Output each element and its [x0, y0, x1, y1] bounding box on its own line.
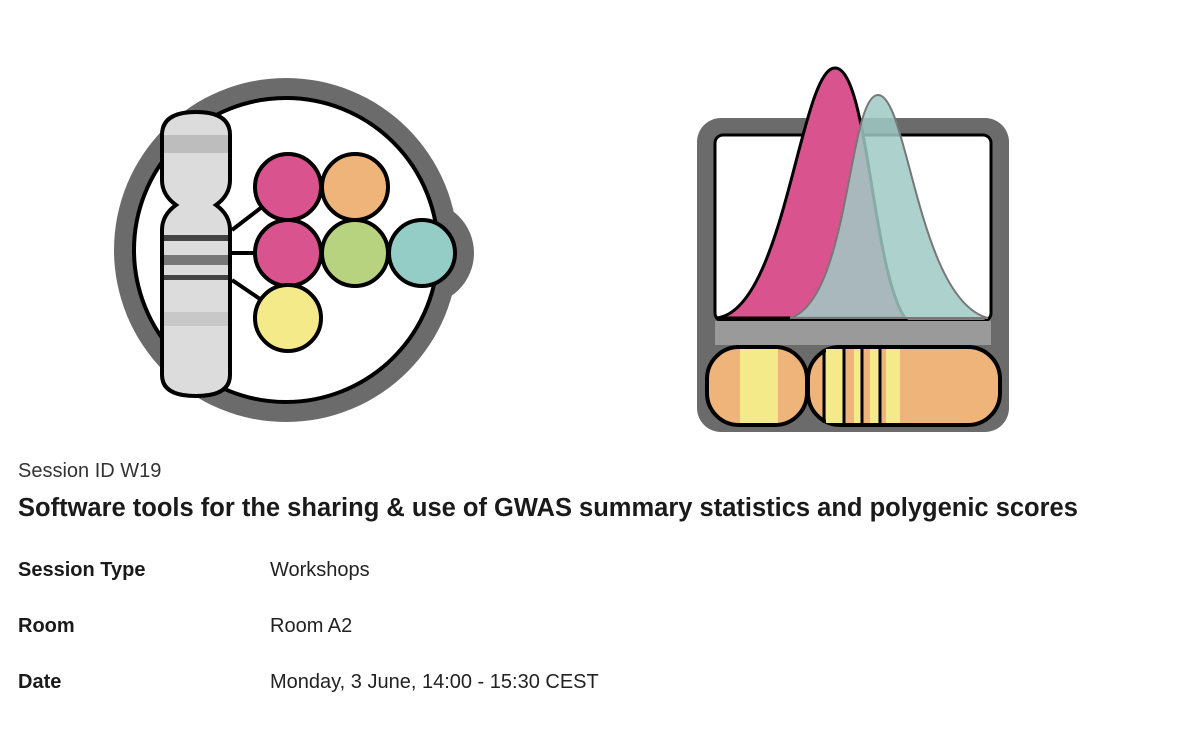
detail-label: Room [18, 615, 75, 637]
logo-shape [789, 93, 989, 319]
logo-shape [164, 235, 228, 241]
logo-shape [320, 218, 390, 288]
logo-shape [253, 218, 323, 288]
logo-shape [387, 218, 457, 288]
logo-shape [740, 349, 778, 423]
logo-shape [164, 255, 228, 265]
session-id: Session ID W19 [18, 460, 162, 482]
logo-shape [164, 312, 228, 326]
detail-value: Workshops [270, 559, 370, 581]
detail-value: Monday, 3 June, 14:00 - 15:30 CEST [270, 671, 599, 693]
logo-shape [253, 152, 323, 222]
logo-shape [854, 349, 862, 423]
logo-shape [253, 152, 457, 353]
logo-shape [826, 349, 844, 423]
logo-shape [160, 109, 232, 399]
logo-pgs-catalog [697, 66, 1009, 432]
session-title: Software tools for the sharing & use of … [18, 494, 1078, 522]
detail-label: Session Type [18, 559, 146, 581]
logo-shape [715, 321, 991, 345]
logo-shape [870, 349, 880, 423]
detail-label: Date [18, 671, 62, 693]
logos [114, 66, 1009, 432]
logo-shape [164, 135, 228, 153]
logo-shape [164, 275, 228, 280]
detail-value: Room A2 [270, 615, 353, 637]
logo-shape [886, 349, 900, 423]
logo-shape [320, 152, 390, 222]
logo-gwas-catalog [114, 78, 474, 422]
logo-shape [253, 283, 323, 353]
logo-shape [822, 349, 882, 423]
